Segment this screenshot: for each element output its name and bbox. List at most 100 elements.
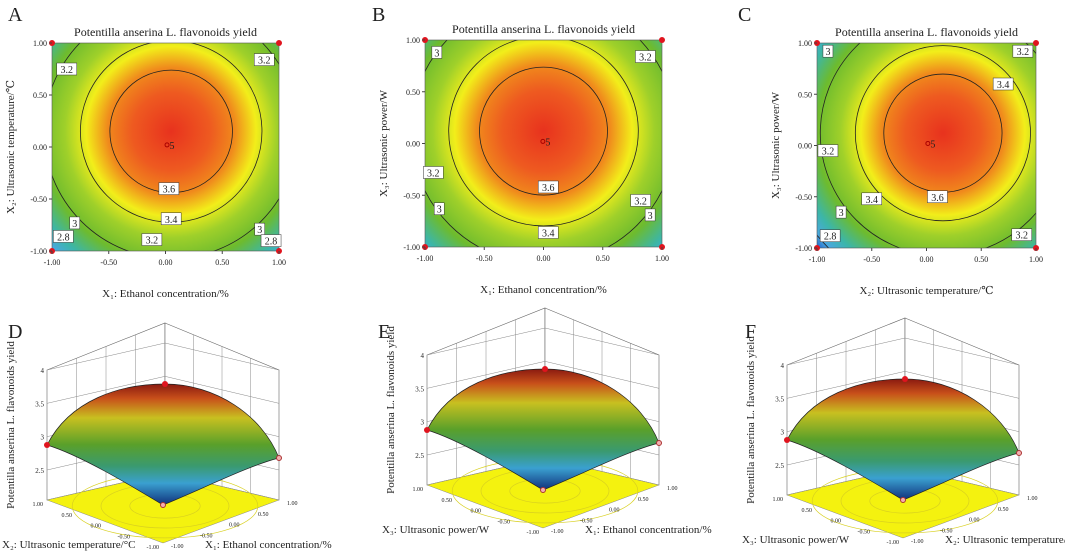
contour-label-box — [819, 229, 841, 242]
chart-title: Potentilla anserina L. flavonoids yield — [74, 25, 257, 39]
x-tick-label: -0.50 — [476, 254, 493, 263]
y-tick-label: 0.50 — [798, 90, 812, 99]
panel-letter: C — [738, 4, 751, 26]
contour-label-box — [822, 44, 834, 58]
x-floor-tick: -1.00 — [911, 539, 924, 545]
grid-line — [786, 337, 906, 366]
contour-panel-C: C 3 3.2 3.4 3.2 3.4 3.6 3 2.8 3.2 5 -1.00 -0.50 0.00 0… — [738, 4, 1043, 297]
grid-line — [46, 376, 166, 404]
y-floor-tick: 0.00 — [471, 509, 482, 515]
contour-label: 3.2 — [639, 53, 652, 64]
grid-line — [544, 327, 660, 356]
x-axis-label: X₁: Ethanol concentration/% — [585, 524, 712, 536]
x-floor-tick: 0.50 — [998, 507, 1009, 513]
x-tick-label: -1.00 — [417, 254, 434, 263]
contour-label: 3 — [72, 219, 77, 230]
contour-label-box — [992, 77, 1014, 91]
contour-label: 5 — [170, 141, 175, 152]
x-floor-tick: 1.00 — [1027, 496, 1038, 502]
y-axis-label: X₃: Ultrasonic power/W — [378, 89, 390, 197]
x-tick-label: 0.00 — [159, 258, 173, 267]
y-tick-label: -1.00 — [403, 243, 420, 252]
x-floor-tick: -1.00 — [551, 529, 564, 535]
y-floor-tick: -0.50 — [498, 519, 511, 525]
x-axis-label: X₁: Ethanol concentration/% — [205, 539, 332, 551]
contour-label: 3.6 — [931, 193, 944, 204]
grid-line — [904, 371, 1020, 399]
y-floor-tick: 0.50 — [802, 508, 813, 514]
design-point — [659, 37, 665, 43]
contour-label: 3.2 — [634, 196, 647, 207]
y-axis-label: X₃: Ultrasonic power/W — [770, 91, 782, 199]
design-point — [160, 502, 166, 508]
x-tick-label: 0.00 — [920, 255, 934, 264]
x-floor-tick: 1.00 — [287, 501, 298, 507]
x-tick-label: 0.00 — [537, 254, 551, 263]
contour-line-3.4 — [448, 40, 639, 227]
grid-line — [164, 376, 280, 404]
contour-label: 3 — [257, 225, 262, 236]
y-axis-label: X₃: Ultrasonic power/W — [382, 524, 490, 536]
x-tick-label: 0.50 — [974, 255, 988, 264]
z-tick-label: 3.5 — [775, 395, 784, 403]
contour-label: 3.4 — [542, 229, 555, 240]
contour-label: 3.4 — [866, 195, 879, 206]
design-point — [542, 366, 548, 372]
x-tick-label: 1.00 — [1029, 255, 1043, 264]
contour-label-box — [158, 182, 180, 195]
design-point — [540, 487, 546, 493]
y-tick-label: 0.00 — [406, 140, 420, 149]
design-point — [276, 455, 282, 461]
y-floor-tick: 1.00 — [413, 487, 424, 493]
x-tick-label: 1.00 — [655, 254, 669, 263]
y-floor-tick: 0.50 — [62, 513, 73, 519]
contour-label-box — [253, 53, 275, 66]
contour-label-box — [433, 202, 445, 215]
grid-line — [46, 342, 166, 371]
contour-label: 3.2 — [822, 147, 835, 158]
chart-title: Potentilla anserina L. flavonoids yield — [835, 25, 1018, 39]
z-tick-label: 3 — [781, 429, 785, 437]
contour-label-box — [431, 46, 443, 59]
z-tick-label: 3 — [41, 434, 45, 442]
x-tick-label: 1.00 — [272, 258, 286, 267]
y-floor-tick: -1.00 — [527, 530, 540, 536]
x-floor-tick: 0.50 — [638, 497, 649, 503]
contour-label: 5 — [545, 137, 550, 148]
contour-label-box — [835, 205, 847, 219]
contour-label-box — [160, 212, 182, 226]
contour-label-box — [537, 226, 559, 239]
contour-label: 2.8 — [824, 232, 837, 243]
contour-label-box — [423, 166, 444, 179]
y-tick-label: 0.00 — [33, 143, 47, 152]
y-tick-label: -1.00 — [795, 244, 812, 253]
z-tick-label: 4 — [781, 362, 785, 370]
x-floor-tick: 1.00 — [667, 486, 678, 492]
contour-label: 2.8 — [57, 232, 70, 243]
x-floor-tick: -0.50 — [580, 518, 593, 524]
y-floor-tick: 1.00 — [773, 497, 784, 503]
x-axis-label: X₂: Ultrasonic temperature/°C — [945, 534, 1065, 546]
x-tick-label: -0.50 — [100, 258, 117, 267]
contour-label-box — [537, 180, 559, 194]
design-point — [656, 440, 662, 446]
y-axis-label: X₂: Ultrasonic temperature/℃ — [5, 80, 17, 214]
design-point-center — [164, 142, 170, 148]
x-axis-label: X₁: Ethanol concentration/% — [102, 288, 229, 300]
grid-line — [164, 342, 280, 371]
contour-label: 3 — [434, 48, 439, 59]
grid-line — [904, 337, 1020, 366]
contour-panel-A: A3.23.23.63.43.232.832.85-1.00 -0.50 0.00 0… — [5, 4, 286, 300]
y-tick-label: -1.00 — [30, 247, 47, 256]
y-tick-label: -0.50 — [30, 195, 47, 204]
contour-label: 3 — [437, 205, 442, 216]
contour-panel-B: B3 3.23.23.633.233.45-1.00 -0.50 0.00 0.50 1.… — [372, 4, 669, 296]
contour-line-3.2 — [819, 43, 1036, 248]
contour-label: 3 — [648, 211, 653, 222]
contour-label: 3.2 — [146, 236, 159, 247]
design-point — [900, 497, 906, 503]
y-floor-tick: 0.50 — [442, 498, 453, 504]
x-floor-tick: -1.00 — [171, 544, 184, 550]
x-floor-tick: 0.00 — [969, 518, 980, 524]
panel-letter: F — [745, 321, 756, 343]
